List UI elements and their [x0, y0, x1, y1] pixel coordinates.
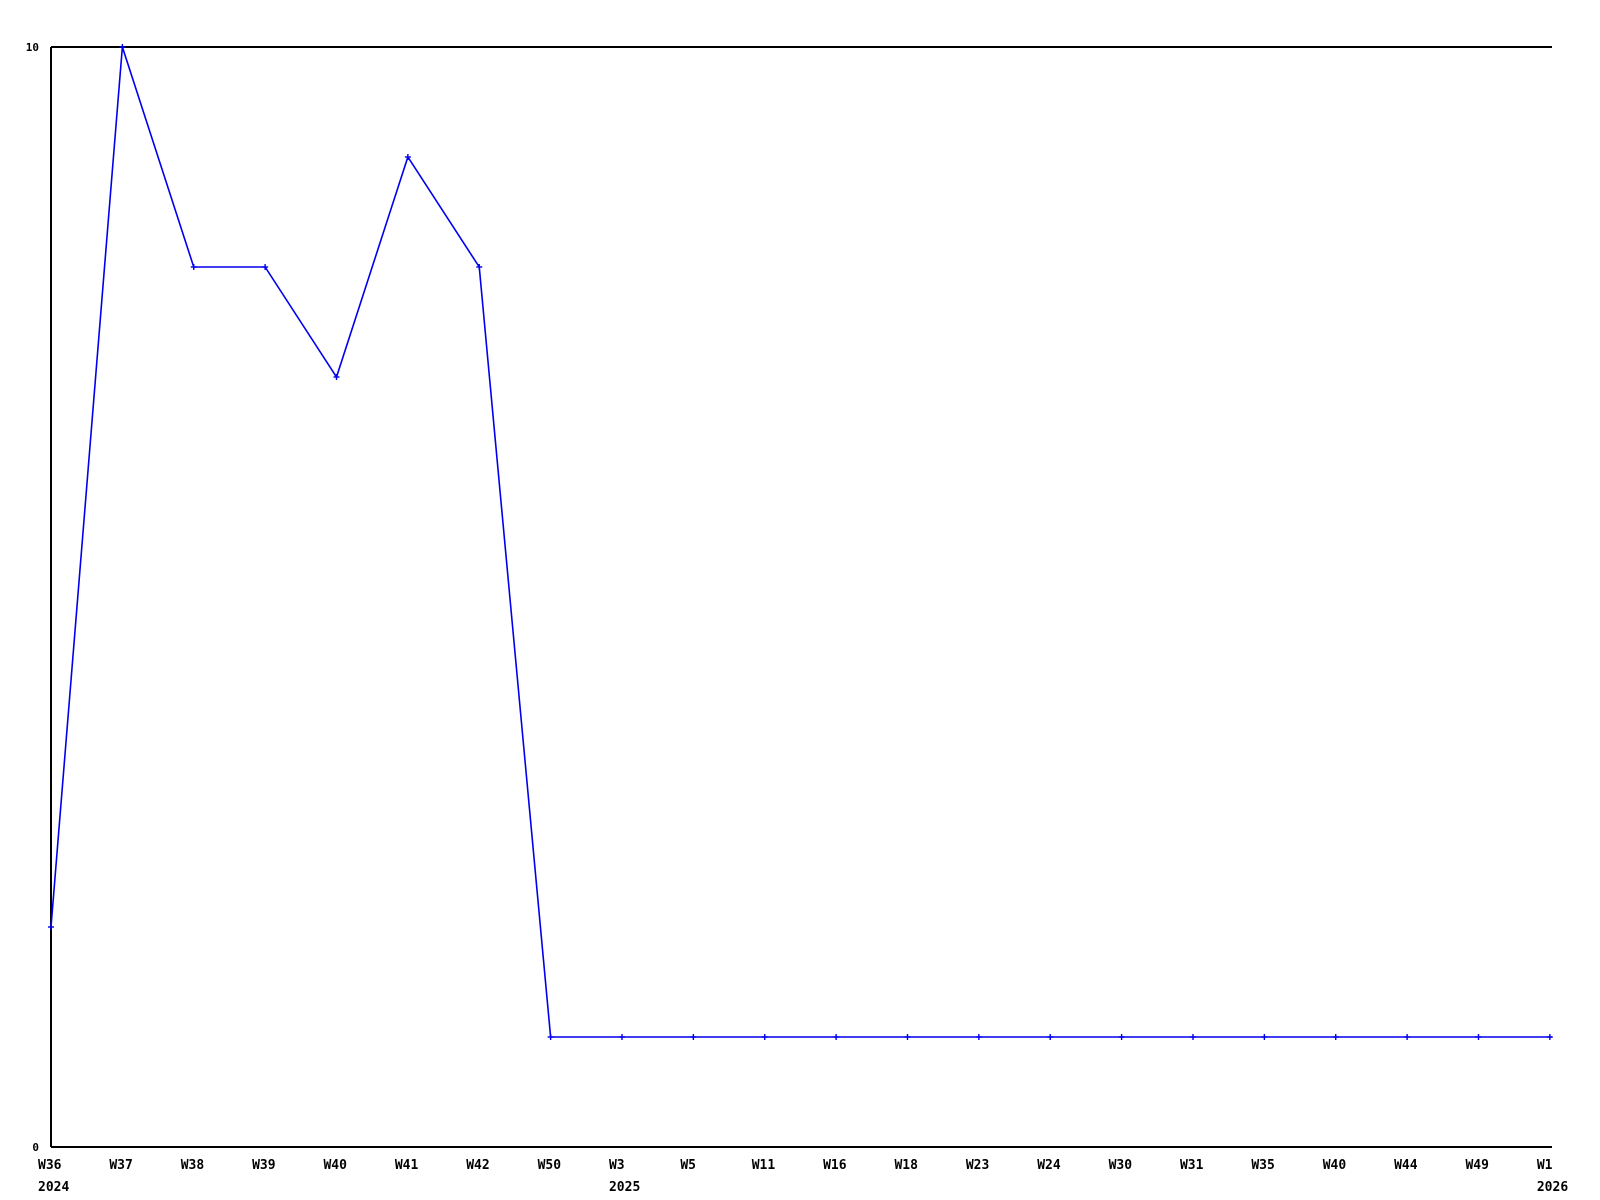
x-axis-tick-label: W37 [109, 1158, 132, 1173]
x-axis-tick-label: W35 [1251, 1158, 1274, 1173]
data-point-marker [119, 44, 126, 50]
x-axis-tick-label: W30 [1109, 1158, 1133, 1173]
chart-axes [50, 46, 1552, 1148]
data-point-marker [1332, 1034, 1339, 1040]
x-axis-tick-label: W18 [894, 1158, 918, 1173]
x-axis-tick-label: W16 [823, 1158, 847, 1173]
data-point-marker [48, 924, 54, 930]
x-axis-tick-label: W50 [538, 1158, 562, 1173]
x-axis-tick-label: W3 [609, 1158, 625, 1173]
data-point-marker [1261, 1034, 1268, 1040]
x-axis-tick-label: W40 [323, 1158, 347, 1173]
data-point-marker [1546, 1034, 1553, 1040]
x-axis-tick-label: W24 [1037, 1158, 1061, 1173]
x-axis-tick-label: W1 [1537, 1158, 1553, 1173]
data-point-marker [761, 1034, 768, 1040]
data-point-marker [618, 1034, 625, 1040]
x-axis-tick-label: W41 [395, 1158, 419, 1173]
x-axis-tick-label: W42 [466, 1158, 489, 1173]
data-point-marker [904, 1034, 911, 1040]
x-axis-year-label: 2026 [1537, 1180, 1568, 1195]
x-axis-tick-label: W36 [38, 1158, 62, 1173]
y-axis-tick-label: 0 [32, 1141, 39, 1154]
x-axis-tick-label: W44 [1394, 1158, 1418, 1173]
series-group [48, 44, 1553, 1040]
data-point-marker [1118, 1034, 1125, 1040]
data-point-marker [833, 1034, 840, 1040]
data-point-marker [333, 374, 340, 380]
y-axis-tick-labels: 0 10 [26, 41, 39, 1154]
x-axis-tick-labels: W36 2024 W37 W38 W39 W40 W41 W42 W50 W3 2025 W5 W11 W… [38, 1158, 1568, 1195]
x-axis-tick-label: W38 [181, 1158, 205, 1173]
x-axis-tick-label: W11 [752, 1158, 776, 1173]
data-point-marker [262, 264, 269, 270]
data-point-marker [1404, 1034, 1411, 1040]
data-point-marker [190, 264, 197, 270]
series-markers [48, 44, 1553, 1040]
x-axis-tick-label: W31 [1180, 1158, 1204, 1173]
data-point-marker [404, 154, 411, 160]
series-line-count [50, 46, 1552, 1038]
axis-frame [50, 46, 1552, 1148]
x-axis-tick-label: W23 [966, 1158, 989, 1173]
data-point-marker [1047, 1034, 1054, 1040]
y-axis-tick-label: 10 [26, 41, 39, 54]
data-point-marker [975, 1034, 982, 1040]
data-point-marker [547, 1034, 554, 1040]
x-axis-tick-label: W40 [1323, 1158, 1347, 1173]
x-axis-tick-label: W49 [1465, 1158, 1488, 1173]
data-point-marker [1189, 1034, 1196, 1040]
x-axis-tick-label: W39 [252, 1158, 275, 1173]
data-point-marker [1475, 1034, 1482, 1040]
x-axis-tick-label: W5 [680, 1158, 696, 1173]
x-axis-year-label: 2025 [609, 1180, 640, 1195]
data-point-marker [476, 264, 483, 270]
data-point-marker [690, 1034, 697, 1040]
x-axis-year-label: 2024 [38, 1180, 69, 1195]
